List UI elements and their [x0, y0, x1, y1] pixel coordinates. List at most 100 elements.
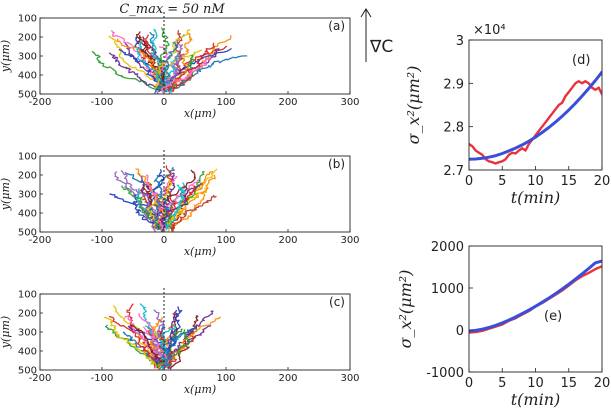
x-tick-label: -200 [29, 235, 52, 246]
trajectory [160, 56, 212, 93]
trajectory [170, 194, 217, 232]
x-tick-label: -100 [91, 373, 114, 384]
x-tick-label: -200 [29, 373, 52, 384]
trajectory [157, 316, 221, 370]
x-axis-label: x(μm) [184, 107, 216, 120]
x-axis-label: x(μm) [184, 383, 216, 396]
trajectory [126, 303, 158, 369]
x-tick-label: 0 [465, 174, 473, 189]
series-fit-line [469, 70, 602, 161]
y-tick-label: 300 [18, 328, 37, 339]
panel-label: (c) [329, 295, 345, 309]
x-tick-label: 200 [278, 235, 297, 246]
panel-label: (b) [328, 157, 345, 171]
y-tick-label: 2.8 [443, 121, 464, 136]
x-tick-label: -200 [29, 97, 52, 108]
y-tick-label: 300 [18, 52, 37, 63]
y-tick-label: 2.7 [443, 164, 464, 179]
y-tick-label: 3 [456, 34, 464, 49]
series-group [469, 70, 602, 165]
y-tick-label: 400 [18, 209, 37, 220]
y-tick-label: 2000 [431, 240, 464, 255]
trajectories [104, 303, 221, 370]
trajectory [104, 316, 157, 367]
x-tick-label: 0 [161, 373, 167, 384]
y-tick-label: -1000 [426, 366, 464, 381]
trajectory [145, 179, 173, 230]
x-tick-label: -100 [91, 235, 114, 246]
x-axis-label: t(min) [511, 390, 561, 409]
series-group [469, 259, 602, 334]
x-tick-label: 5 [498, 376, 506, 391]
x-tick-label: -100 [91, 97, 114, 108]
trajectory [156, 330, 173, 370]
trajectories [91, 27, 248, 94]
y-tick-label: 0 [456, 324, 464, 339]
trajectory [160, 183, 203, 232]
y-tick-label: 200 [18, 33, 37, 44]
y-tick-label: 500 [18, 228, 37, 239]
trajectory [169, 174, 216, 229]
plot-background [40, 18, 350, 94]
x-tick-label: 20 [594, 174, 611, 189]
x-tick-label: 20 [594, 376, 611, 391]
y-tick-label: 200 [18, 171, 37, 182]
trajectory [109, 193, 160, 230]
y-tick-label: 400 [18, 71, 37, 82]
trajectory [153, 174, 163, 229]
y-multiplier: ×10⁴ [473, 23, 506, 38]
trajectory [118, 48, 163, 93]
gradient-arrow-icon [360, 8, 372, 62]
x-tick-label: 300 [340, 235, 359, 246]
x-tick-label: 0 [161, 97, 167, 108]
trajectory [154, 41, 179, 94]
x-tick-label: 0 [161, 235, 167, 246]
trajectory [167, 29, 185, 92]
x-tick-label: 200 [278, 373, 297, 384]
trajectories [109, 165, 218, 232]
trajectory [135, 168, 166, 230]
x-tick-label: 300 [340, 97, 359, 108]
x-tick-label: 100 [216, 97, 235, 108]
trajectory [108, 52, 162, 91]
trajectory-panel-a: -200 -100 0 100 200 300 100 200 300 400 500 x(μm) y(… [0, 12, 360, 120]
x-tick-label: 200 [278, 97, 297, 108]
plot-background [469, 40, 602, 170]
y-tick-label: 200 [18, 309, 37, 320]
trajectory [137, 313, 170, 367]
y-axis-label: y(μm) [0, 178, 12, 211]
panel-label: (a) [328, 19, 345, 33]
trajectory [159, 324, 177, 370]
x-tick-label: 10 [527, 174, 544, 189]
variance-panel-d: 0 5 10 15 20 2.7 2.8 2.9 3 t(min) σ_x²(μm²) ×10⁴ (d) [404, 23, 610, 207]
trajectory [171, 42, 216, 93]
y-tick-label: 500 [18, 90, 37, 101]
gradient-label: ∇C [369, 37, 393, 57]
y-tick-label: 100 [18, 290, 37, 301]
figure-header: C_max = 50 nM ∇C [119, 2, 393, 62]
y-axis-label: y(μm) [0, 316, 12, 349]
x-tick-label: 0 [465, 376, 473, 391]
x-tick-label: 100 [216, 235, 235, 246]
x-tick-label: 5 [498, 174, 506, 189]
trajectory-panel-c: -200 -100 0 100 200 300 100 200 300 400 500 x(μm) y(… [0, 288, 360, 396]
x-tick-label: 15 [560, 376, 577, 391]
series-fit-line [469, 259, 602, 333]
y-axis-label: y(μm) [0, 40, 12, 73]
trajectory-panel-b: -200 -100 0 100 200 300 100 200 300 400 500 x(μm) y(… [0, 150, 360, 258]
trajectory [165, 184, 185, 230]
trajectory [160, 328, 198, 369]
x-tick-label: 300 [340, 373, 359, 384]
y-tick-label: 2.9 [443, 77, 464, 92]
y-tick-label: 500 [18, 366, 37, 377]
panel-label: (d) [572, 53, 590, 68]
trajectory [170, 170, 214, 228]
panel-label: (e) [544, 309, 562, 324]
y-axis-label: σ_x²(μm²) [396, 270, 415, 349]
y-axis-label: σ_x²(μm²) [404, 66, 423, 145]
x-tick-label: 100 [216, 373, 235, 384]
y-tick-label: 100 [18, 14, 37, 25]
plot-background [469, 246, 602, 372]
